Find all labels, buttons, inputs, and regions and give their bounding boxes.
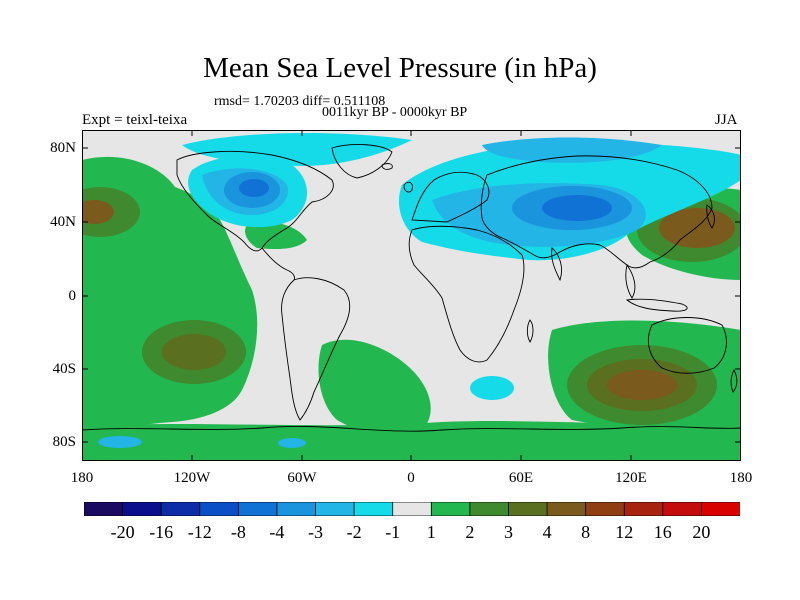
- positive-core-south-pacific-inner: [162, 334, 226, 370]
- coastline-central-america: [261, 247, 295, 281]
- coastline-south-america: [281, 277, 351, 421]
- lon-label-120e: 120E: [615, 470, 647, 486]
- coastline-antarctica: [82, 425, 741, 432]
- positive-region-south-atlantic: [318, 339, 431, 437]
- colorbar-label: 4: [542, 522, 552, 542]
- colorbar-swatch: [160, 502, 201, 516]
- lon-label-60e: 60E: [508, 470, 534, 486]
- colorbar-swatch: [546, 502, 587, 516]
- colorbar-label: 8: [581, 522, 591, 542]
- colorbar-label: 3: [504, 522, 513, 542]
- colorbar-swatch: [276, 502, 317, 516]
- lon-label-180w: 180: [70, 470, 94, 486]
- lat-label-0: 0: [68, 288, 77, 304]
- colorbar-label: -4: [269, 522, 285, 542]
- coastline-europe: [411, 171, 490, 223]
- negative-core-north-america-inner: [239, 179, 269, 197]
- coastline-india: [551, 247, 563, 282]
- colorbar-swatch: [353, 502, 394, 516]
- colorbar-label: -1: [385, 522, 401, 542]
- coastline-indochina: [625, 263, 636, 299]
- negative-core-antarctic-2: [278, 438, 306, 448]
- coastline-british-isles: [403, 181, 413, 193]
- colorbar-label: -3: [308, 522, 323, 542]
- coastline-madagascar: [526, 319, 534, 343]
- plot-title: Mean Sea Level Pressure (in hPa): [203, 52, 597, 84]
- coastline-iceland: [381, 163, 393, 170]
- negative-core-south-atlantic: [470, 376, 514, 400]
- colorbar-swatch: [469, 502, 510, 516]
- colorbar-swatch: [701, 502, 740, 516]
- lon-label-180e: 180: [729, 470, 753, 486]
- coastline-japan: [706, 204, 715, 229]
- lat-label-80n: 80N: [50, 140, 76, 156]
- coastline-greenland: [331, 144, 393, 179]
- lon-label-120w: 120W: [173, 470, 211, 486]
- experiment-label: Expt = teixl-teixa: [82, 112, 188, 128]
- longitude-ticks: [191, 130, 632, 461]
- positive-region-southern-ocean: [82, 421, 741, 461]
- coastline-asia: [480, 155, 713, 269]
- lat-label-80s: 80S: [52, 434, 76, 450]
- negative-region-arctic: [182, 133, 412, 166]
- colorbar-swatch: [392, 502, 433, 516]
- latitude-ticks: [82, 147, 741, 443]
- colorbar-label: 1: [426, 522, 436, 542]
- negative-core-eurasia-inner: [542, 195, 612, 221]
- coastlines: [82, 144, 741, 432]
- colorbar-swatch: [662, 502, 703, 516]
- negative-region-north-arctic: [482, 137, 662, 163]
- colorbar-swatch: [430, 502, 471, 516]
- colorbar-label: 12: [615, 522, 634, 542]
- colorbar-label: 16: [653, 522, 672, 542]
- season-label: JJA: [715, 112, 738, 128]
- positive-core-south-indian-inner: [607, 370, 677, 400]
- colorbar-label: 2: [465, 522, 475, 542]
- colorbar-label: 20: [692, 522, 711, 542]
- coastline-indonesia: [625, 298, 688, 312]
- colorbar-swatch: [585, 502, 626, 516]
- colorbar-label: -2: [346, 522, 362, 542]
- positive-core-nw-pacific-inner: [659, 208, 735, 248]
- colorbar-swatch: [315, 502, 356, 516]
- coastline-new-zealand: [730, 368, 738, 393]
- colorbar-swatch: [84, 502, 124, 516]
- coastline-north-america: [176, 150, 334, 252]
- positive-core-north-pacific-inner: [82, 200, 114, 224]
- colorbar-swatch: [623, 502, 664, 516]
- coastline-australia: [648, 317, 727, 374]
- colorbar-label: -16: [149, 522, 174, 542]
- coastline-africa: [408, 225, 525, 363]
- stats-label: rmsd= 1.70203 diff= 0.511108: [214, 94, 386, 109]
- colorbar-swatch: [237, 502, 278, 516]
- colorbar: [84, 502, 740, 516]
- colorbar-swatch: [508, 502, 548, 516]
- colorbar-swatch: [199, 502, 240, 516]
- positive-region-central-america: [245, 222, 307, 250]
- colorbar-label: -8: [230, 522, 246, 542]
- lat-label-40s: 40S: [52, 361, 76, 377]
- lon-label-60w: 60W: [287, 470, 317, 486]
- lon-label-0: 0: [407, 470, 415, 486]
- pressure-anomaly-map: [82, 130, 741, 461]
- colorbar-label: -20: [110, 522, 135, 542]
- colorbar-swatch: [122, 502, 163, 516]
- lat-label-40n: 40N: [50, 214, 76, 230]
- colorbar-label: -12: [187, 522, 212, 542]
- period-label: 0011kyr BP - 0000kyr BP: [322, 105, 468, 120]
- negative-core-antarctic: [98, 436, 142, 448]
